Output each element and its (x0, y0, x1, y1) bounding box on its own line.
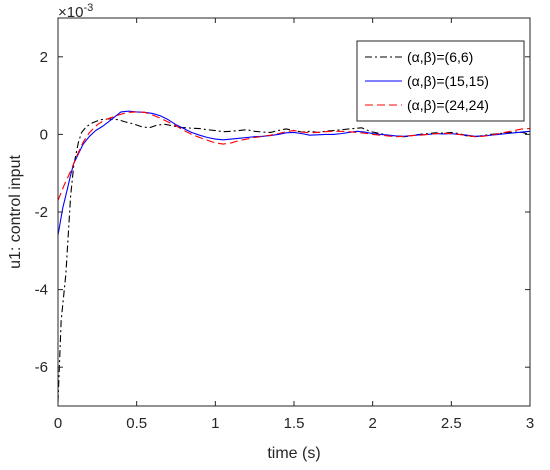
x-tick-label: 3 (526, 415, 534, 432)
x-tick-label: 2 (368, 415, 376, 432)
x-tick-label: 2.5 (441, 415, 462, 432)
legend-label-1: (α,β)=(6,6) (407, 49, 473, 65)
legend-label-2: (α,β)=(15,15) (407, 73, 489, 89)
series-layer (58, 110, 530, 403)
legend-label-3: (α,β)=(24,24) (407, 97, 489, 113)
series-line-3 (58, 111, 530, 201)
x-tick-label: 0 (54, 415, 62, 432)
y-axis-exponent: ×10-3 (58, 2, 93, 21)
x-axis-label: time (s) (267, 445, 320, 462)
x-tick-label: 1.5 (284, 415, 305, 432)
x-tick-label: 0.5 (126, 415, 147, 432)
y-tick-label: -6 (35, 359, 48, 376)
x-axis: 0 0.5 1 1.5 2 2.5 3 (54, 18, 534, 432)
legend: (α,β)=(6,6) (α,β)=(15,15) (α,β)=(24,24) (356, 40, 525, 122)
y-tick-label: 2 (40, 49, 48, 66)
y-axis-label: u1: control input (7, 155, 24, 269)
x-tick-label: 1 (211, 415, 219, 432)
y-axis-exponent-power: -3 (83, 2, 93, 14)
y-axis-exponent-base: ×10 (58, 4, 83, 21)
y-tick-label: -4 (35, 282, 48, 299)
y-tick-label: -2 (35, 204, 48, 221)
legend-entries: (α,β)=(6,6) (α,β)=(15,15) (α,β)=(24,24) (365, 49, 489, 113)
y-tick-label: 0 (40, 126, 48, 143)
y-axis: -6 -4 -2 0 2 (35, 49, 530, 376)
